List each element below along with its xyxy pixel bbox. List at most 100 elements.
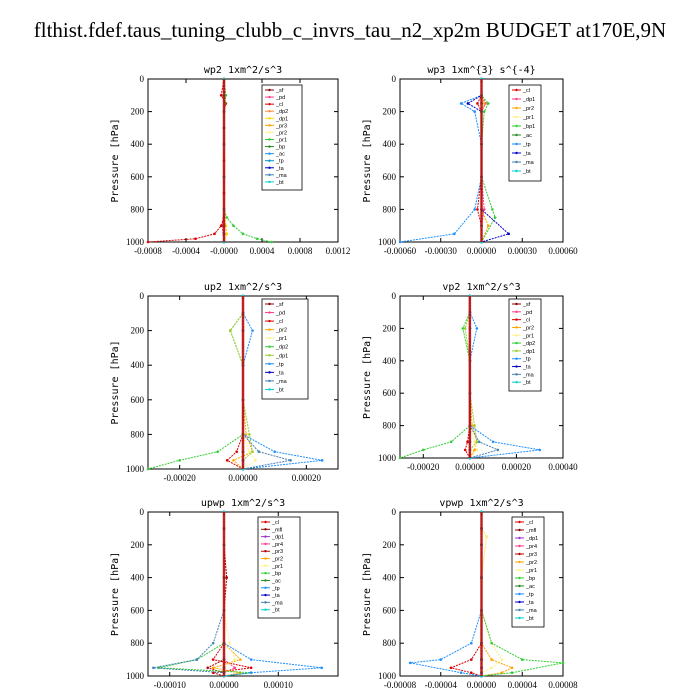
legend-entry: _pr3	[525, 552, 537, 558]
series-point	[255, 237, 259, 241]
x-tick-label: -0.00060	[384, 246, 417, 256]
panel-title: vpwp 1xm^2/s^3	[439, 498, 523, 509]
y-tick-label: 0	[392, 74, 397, 84]
y-tick-label: 200	[383, 540, 397, 550]
series-point	[251, 450, 254, 454]
page-title: flthist.fdef.taus_tuning_clubb_c_invrs_t…	[33, 18, 667, 42]
legend-marker	[268, 345, 271, 348]
series-point	[235, 450, 238, 454]
y-tick-label: 1000	[378, 237, 397, 247]
legend-entry: _mfl	[525, 528, 536, 534]
legend-entry: _pd	[522, 310, 532, 316]
legend-marker	[515, 302, 518, 306]
series-point	[249, 658, 253, 661]
series-point	[439, 658, 443, 661]
series-point	[491, 440, 495, 444]
x-tick-label: 0.00000	[228, 473, 258, 483]
series-point	[520, 658, 524, 661]
series-line	[242, 296, 323, 470]
series-point	[251, 329, 254, 332]
legend-marker	[264, 550, 267, 553]
legend-entry: _ma	[522, 160, 535, 166]
legend-entry: _pd	[275, 311, 285, 317]
x-tick-label: -0.00020	[164, 473, 197, 483]
series-line	[399, 296, 471, 459]
series-point	[216, 450, 219, 454]
panel-title: upwp 1xm^2/s^3	[201, 498, 285, 509]
y-tick-label: 800	[383, 638, 397, 648]
legend-entry: _ac	[275, 152, 285, 158]
y-tick-label: 800	[131, 429, 145, 439]
series-point	[475, 327, 479, 330]
legend-marker	[268, 166, 271, 169]
legend-marker	[268, 124, 271, 127]
legend-marker	[518, 544, 521, 548]
series-point	[398, 456, 402, 460]
legend-entry: _mfl	[271, 527, 282, 533]
series-point	[466, 102, 470, 105]
legend-marker	[515, 349, 518, 353]
series-point	[463, 327, 467, 330]
legend-marker	[264, 571, 267, 575]
legend-marker	[515, 115, 518, 119]
x-tick-label: 0.00020	[502, 462, 532, 472]
legend-entry: _pr2	[525, 560, 537, 566]
x-tick-label: -0.00030	[425, 246, 458, 256]
legend-entry: _ta	[275, 166, 285, 172]
series-line	[481, 79, 496, 243]
legend-marker	[268, 95, 271, 99]
legend-entry: _pr3	[271, 549, 283, 555]
legend-marker	[518, 600, 521, 604]
y-tick-label: 1000	[378, 671, 397, 681]
series-point	[449, 666, 453, 670]
legend-entry: _ac	[271, 578, 281, 584]
legend-marker	[515, 106, 518, 110]
legend-box	[261, 298, 309, 400]
series-point	[152, 666, 155, 670]
y-tick-label: 400	[131, 360, 145, 370]
y-tick-label: 200	[131, 540, 145, 550]
y-tick-label: 600	[383, 388, 397, 398]
legend-entry: _pr1	[275, 138, 287, 144]
legend-marker	[515, 142, 518, 146]
series-point	[213, 232, 216, 236]
series-point	[225, 576, 229, 579]
legend-marker	[264, 608, 267, 611]
series-point	[211, 658, 215, 661]
legend-entry: _ta	[522, 151, 532, 157]
legend-marker	[268, 131, 271, 134]
x-tick-label: 0.00020	[292, 473, 322, 483]
series-point	[229, 329, 232, 332]
series-point	[500, 658, 504, 661]
series-point	[219, 94, 223, 97]
y-tick-label: 800	[131, 638, 145, 648]
series-point	[482, 208, 486, 211]
legend-entry: _ac	[525, 584, 535, 590]
x-tick-label: 0.00000	[467, 246, 497, 256]
legend-entry: _sf	[522, 302, 531, 308]
y-tick-label: 0	[392, 291, 397, 301]
legend-entry: _cl	[525, 520, 533, 526]
legend-marker	[518, 520, 521, 524]
legend-entry: _pr2	[275, 130, 287, 136]
y-tick-label: 200	[131, 107, 145, 117]
legend-marker	[268, 311, 271, 314]
series-point	[178, 459, 181, 462]
series-point	[320, 459, 324, 462]
series-point	[482, 110, 486, 113]
legend-entry: _bt	[275, 387, 284, 393]
series-point	[485, 535, 488, 538]
series-point	[244, 433, 248, 436]
panel-title: vp2 1xm^2/s^3	[442, 282, 520, 293]
legend-marker	[515, 310, 518, 314]
series-point	[482, 102, 486, 105]
legend-entry: _ta	[525, 600, 535, 606]
legend-marker	[268, 319, 271, 323]
legend-entry: _bt	[271, 608, 280, 614]
x-tick-label: 0.00000	[455, 462, 485, 472]
series-point	[510, 671, 514, 675]
x-tick-label: -0.00008	[384, 680, 417, 690]
series-point	[473, 208, 477, 211]
series-point	[490, 666, 493, 670]
series-point	[470, 641, 473, 645]
